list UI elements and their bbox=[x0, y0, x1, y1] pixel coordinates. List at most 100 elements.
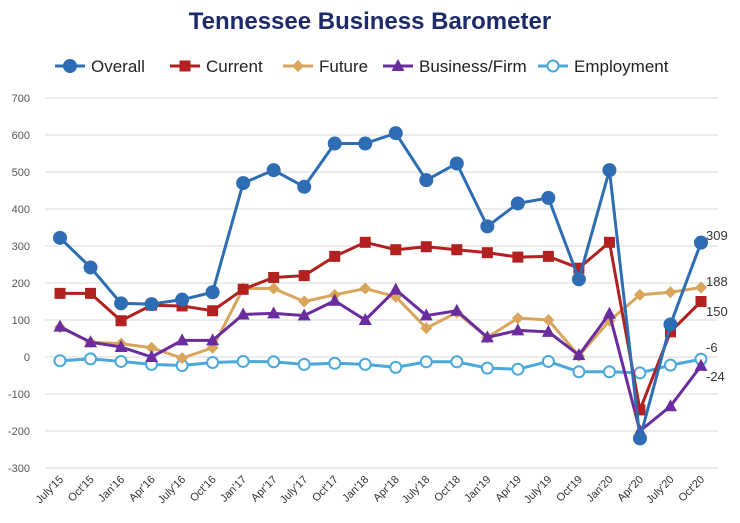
end-value-label: 309 bbox=[706, 228, 728, 243]
y-tick-label: 500 bbox=[12, 167, 30, 179]
data-point bbox=[358, 357, 372, 371]
legend-item: Overall bbox=[55, 57, 145, 76]
data-point bbox=[664, 286, 677, 299]
data-point bbox=[237, 283, 249, 295]
series-line bbox=[59, 285, 702, 360]
data-point bbox=[419, 173, 434, 188]
legend-item: Future bbox=[283, 57, 368, 76]
data-point bbox=[388, 126, 403, 141]
data-point bbox=[297, 308, 311, 321]
y-tick-label: 0 bbox=[24, 352, 30, 364]
data-point bbox=[328, 293, 342, 306]
data-point bbox=[480, 219, 495, 234]
data-point bbox=[480, 361, 494, 375]
x-tick-label: Jan'20 bbox=[584, 474, 615, 505]
data-point bbox=[633, 366, 647, 380]
data-point bbox=[358, 136, 373, 151]
data-point bbox=[389, 360, 403, 374]
data-point bbox=[541, 354, 555, 368]
y-tick-label: -200 bbox=[8, 426, 30, 438]
data-point bbox=[634, 404, 646, 416]
data-point bbox=[541, 190, 556, 205]
y-tick-label: 700 bbox=[12, 93, 30, 105]
y-tick-label: 100 bbox=[12, 315, 30, 327]
data-point bbox=[572, 365, 586, 379]
end-value-label: -24 bbox=[706, 369, 725, 384]
data-point bbox=[419, 308, 433, 321]
data-point bbox=[451, 244, 463, 256]
data-point bbox=[114, 340, 128, 353]
data-point bbox=[267, 282, 280, 295]
chart-title: Tennessee Business Barometer bbox=[188, 8, 552, 35]
data-point bbox=[297, 357, 311, 371]
data-point bbox=[512, 251, 524, 263]
x-tick-label: Oct'17 bbox=[310, 474, 341, 505]
data-point bbox=[53, 354, 67, 368]
data-point bbox=[84, 335, 98, 348]
data-point bbox=[571, 272, 586, 287]
end-value-label: -6 bbox=[706, 340, 718, 355]
x-tick-label: July'17 bbox=[278, 474, 310, 506]
series-current bbox=[54, 236, 707, 416]
data-point bbox=[268, 271, 280, 283]
data-point bbox=[572, 348, 586, 361]
legend-item: Business/Firm bbox=[383, 57, 527, 76]
data-point bbox=[602, 163, 617, 178]
data-point bbox=[602, 365, 616, 379]
data-point bbox=[85, 287, 97, 299]
data-point bbox=[603, 236, 615, 248]
data-point bbox=[511, 362, 525, 376]
data-point bbox=[144, 297, 159, 312]
data-point bbox=[420, 241, 432, 253]
data-point bbox=[63, 59, 77, 73]
x-tick-label: July'16 bbox=[156, 474, 188, 506]
data-point bbox=[297, 179, 312, 194]
y-tick-label: 400 bbox=[12, 204, 30, 216]
data-point bbox=[541, 324, 555, 337]
data-point bbox=[53, 319, 67, 332]
data-point bbox=[420, 322, 433, 335]
data-point bbox=[542, 250, 554, 262]
data-point bbox=[449, 156, 464, 171]
x-tick-label: July'15 bbox=[34, 474, 66, 506]
data-point bbox=[267, 355, 281, 369]
data-point bbox=[298, 270, 310, 282]
data-point bbox=[84, 352, 98, 366]
x-tick-label: Jan'16 bbox=[96, 474, 127, 505]
data-point bbox=[206, 356, 220, 370]
y-tick-label: 200 bbox=[12, 278, 30, 290]
x-tick-label: Oct'19 bbox=[554, 474, 585, 505]
data-point bbox=[54, 287, 66, 299]
x-tick-label: Oct'20 bbox=[676, 474, 707, 505]
x-tick-label: Jan'18 bbox=[340, 474, 371, 505]
data-point bbox=[511, 312, 524, 325]
data-point bbox=[695, 281, 707, 294]
end-value-label: 150 bbox=[706, 304, 728, 319]
data-point bbox=[359, 236, 371, 248]
legend-label: Current bbox=[206, 57, 263, 76]
data-point bbox=[546, 59, 560, 73]
data-point bbox=[419, 355, 433, 369]
data-point bbox=[175, 333, 189, 346]
data-point bbox=[542, 314, 555, 326]
legend-item: Current bbox=[170, 57, 263, 76]
data-point bbox=[236, 307, 250, 320]
y-tick-label: -100 bbox=[8, 389, 30, 401]
data-point bbox=[573, 262, 585, 274]
series-line bbox=[60, 240, 703, 412]
data-point bbox=[145, 341, 158, 354]
data-point bbox=[83, 260, 98, 275]
data-point bbox=[632, 431, 647, 446]
data-point bbox=[695, 296, 707, 307]
series-line bbox=[59, 288, 703, 433]
data-point bbox=[510, 196, 525, 211]
legend-item: Employment bbox=[538, 57, 669, 76]
data-point bbox=[236, 354, 250, 368]
data-point bbox=[206, 333, 220, 346]
x-tick-label: Oct'18 bbox=[432, 474, 463, 505]
x-tick-label: Apr'20 bbox=[615, 474, 646, 505]
data-point bbox=[236, 176, 251, 191]
data-point bbox=[389, 282, 403, 295]
data-point bbox=[663, 358, 677, 372]
